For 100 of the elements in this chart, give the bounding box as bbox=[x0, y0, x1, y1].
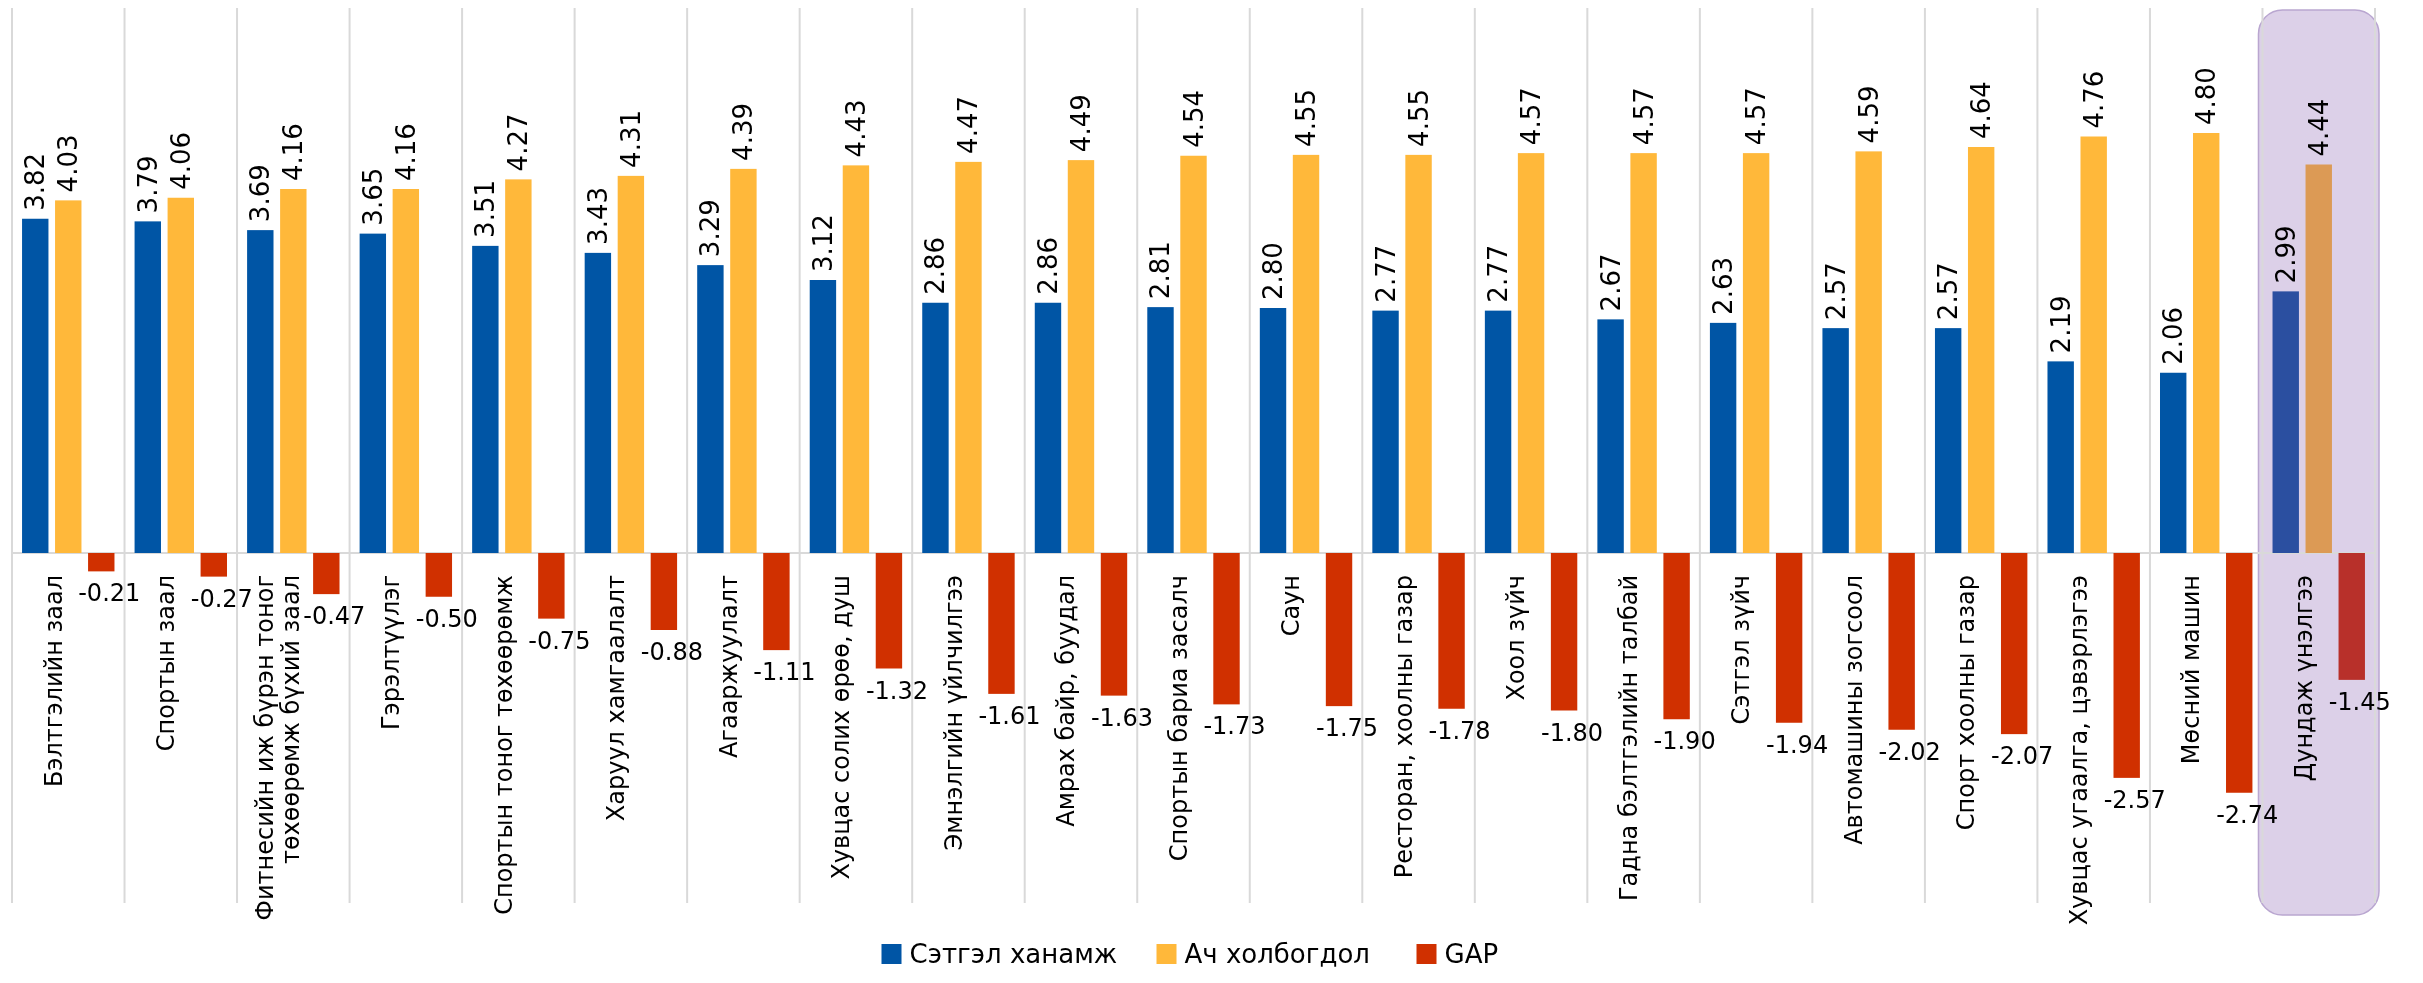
bar bbox=[584, 252, 612, 553]
data-label: -1.94 bbox=[1766, 730, 1829, 759]
bar bbox=[2047, 361, 2074, 553]
x-tick-label: Эмнэлгийн үйлчилгээ bbox=[939, 575, 968, 851]
data-label: 2.99 bbox=[2270, 225, 2301, 284]
data-label: -1.11 bbox=[753, 658, 816, 687]
data-label: 4.39 bbox=[728, 102, 759, 161]
data-label: 4.54 bbox=[1178, 89, 1209, 148]
data-label: 2.57 bbox=[1933, 262, 1964, 321]
bar bbox=[2272, 291, 2299, 553]
data-label: 2.80 bbox=[1258, 242, 1289, 300]
data-label: -0.50 bbox=[415, 604, 478, 633]
x-tick-label: Хоол зүйч bbox=[1502, 575, 1531, 701]
bar bbox=[1855, 151, 1882, 553]
bar bbox=[88, 553, 115, 572]
x-tick-label: Хувцас угаалга, цэвэрлэгээ bbox=[2064, 575, 2093, 926]
bar bbox=[2000, 553, 2028, 735]
data-label: -2.02 bbox=[1878, 737, 1941, 766]
data-label: -1.75 bbox=[1315, 714, 1379, 743]
data-label: 4.55 bbox=[1403, 88, 1434, 147]
data-label: -1.63 bbox=[1090, 703, 1154, 732]
data-label: 4.55 bbox=[1291, 88, 1322, 147]
x-tick-label: Ресторан, хоолны газар bbox=[1389, 575, 1418, 879]
bar bbox=[1888, 553, 1915, 730]
bar bbox=[1709, 322, 1737, 553]
bar bbox=[425, 553, 453, 597]
bar bbox=[1484, 310, 1512, 553]
bar bbox=[472, 245, 499, 553]
x-tick-label: Амрах байр, буудал bbox=[1052, 575, 1081, 827]
bar bbox=[2226, 553, 2253, 793]
x-tick-label: Мөсний машин bbox=[2177, 575, 2206, 765]
data-label: 2.86 bbox=[1032, 236, 1063, 295]
x-tick-label: Хувцас солих өрөө, душ bbox=[827, 575, 856, 880]
data-label: 3.69 bbox=[245, 164, 276, 223]
data-label: 2.63 bbox=[1708, 256, 1739, 315]
bar bbox=[1742, 153, 1770, 553]
bar bbox=[1325, 553, 1353, 707]
bar bbox=[55, 200, 82, 553]
data-label: 4.76 bbox=[2078, 70, 2109, 129]
x-tick-label: Спортын бариа засалч bbox=[1164, 575, 1193, 862]
bar bbox=[1147, 307, 1174, 553]
data-label: -1.73 bbox=[1203, 712, 1266, 741]
data-label: 3.12 bbox=[807, 214, 838, 272]
data-label: 4.43 bbox=[840, 99, 871, 158]
x-tick-label: Агааржуулалт bbox=[714, 574, 743, 759]
data-label: 4.31 bbox=[615, 109, 646, 168]
bar bbox=[922, 302, 949, 553]
bar bbox=[617, 175, 645, 553]
bar bbox=[1292, 154, 1320, 553]
data-label: 3.79 bbox=[132, 155, 163, 214]
data-label: 4.64 bbox=[1966, 81, 1997, 139]
bar bbox=[1967, 147, 1995, 553]
bar bbox=[1663, 553, 1690, 720]
data-label: -1.90 bbox=[1653, 727, 1716, 756]
x-tick-label: Саун bbox=[1277, 575, 1306, 637]
bar bbox=[1517, 153, 1545, 553]
bar bbox=[134, 221, 161, 553]
x-tick-label: Дундаж үнэлгээ bbox=[2289, 575, 2318, 782]
bar bbox=[875, 553, 903, 669]
bar bbox=[1213, 553, 1240, 705]
bar bbox=[842, 165, 870, 553]
data-label: 3.43 bbox=[582, 186, 613, 245]
bar bbox=[1934, 328, 1962, 553]
bar bbox=[650, 553, 678, 630]
data-label: 4.06 bbox=[165, 131, 196, 190]
data-label: 4.57 bbox=[1628, 87, 1659, 146]
data-label: -0.75 bbox=[528, 626, 591, 655]
bar bbox=[1180, 155, 1207, 553]
data-label: 4.03 bbox=[53, 134, 84, 193]
x-tick-label: Спортын тоног төхөөрөмж bbox=[489, 575, 518, 915]
bar bbox=[1550, 553, 1578, 711]
data-label: 4.16 bbox=[278, 123, 309, 181]
bar bbox=[2305, 164, 2332, 553]
bar bbox=[2338, 553, 2365, 680]
bar bbox=[988, 553, 1015, 694]
data-label: -1.61 bbox=[978, 701, 1041, 730]
x-tick-label: Сэтгэл зүйч bbox=[1727, 575, 1756, 725]
data-label: -2.07 bbox=[1991, 742, 2054, 771]
bar bbox=[2113, 553, 2140, 778]
bar bbox=[2160, 372, 2187, 553]
bar bbox=[22, 218, 49, 553]
bar bbox=[955, 161, 982, 553]
bar bbox=[809, 280, 837, 553]
x-tick-label: Фитнесийн иж бүрэн тоног төхөөрөмж бүхий заал bbox=[250, 575, 305, 921]
data-label: -0.88 bbox=[640, 638, 703, 666]
bar bbox=[167, 197, 194, 553]
bar bbox=[280, 189, 307, 553]
data-label: -0.27 bbox=[190, 584, 253, 613]
data-label: 3.51 bbox=[470, 179, 501, 238]
x-tick-label: Харуул хамгаалалт bbox=[602, 574, 631, 822]
data-label: 4.57 bbox=[1741, 87, 1772, 146]
data-label: 3.82 bbox=[20, 152, 51, 211]
bar bbox=[538, 553, 565, 619]
x-tick-label: Гадна бэлтгэлийн талбай bbox=[1614, 575, 1643, 902]
data-label: -0.47 bbox=[303, 602, 366, 631]
data-label: 4.57 bbox=[1516, 87, 1547, 146]
data-label: 3.65 bbox=[357, 167, 388, 226]
data-label: -2.57 bbox=[2103, 785, 2166, 814]
bar bbox=[730, 168, 757, 553]
bar bbox=[505, 179, 532, 553]
